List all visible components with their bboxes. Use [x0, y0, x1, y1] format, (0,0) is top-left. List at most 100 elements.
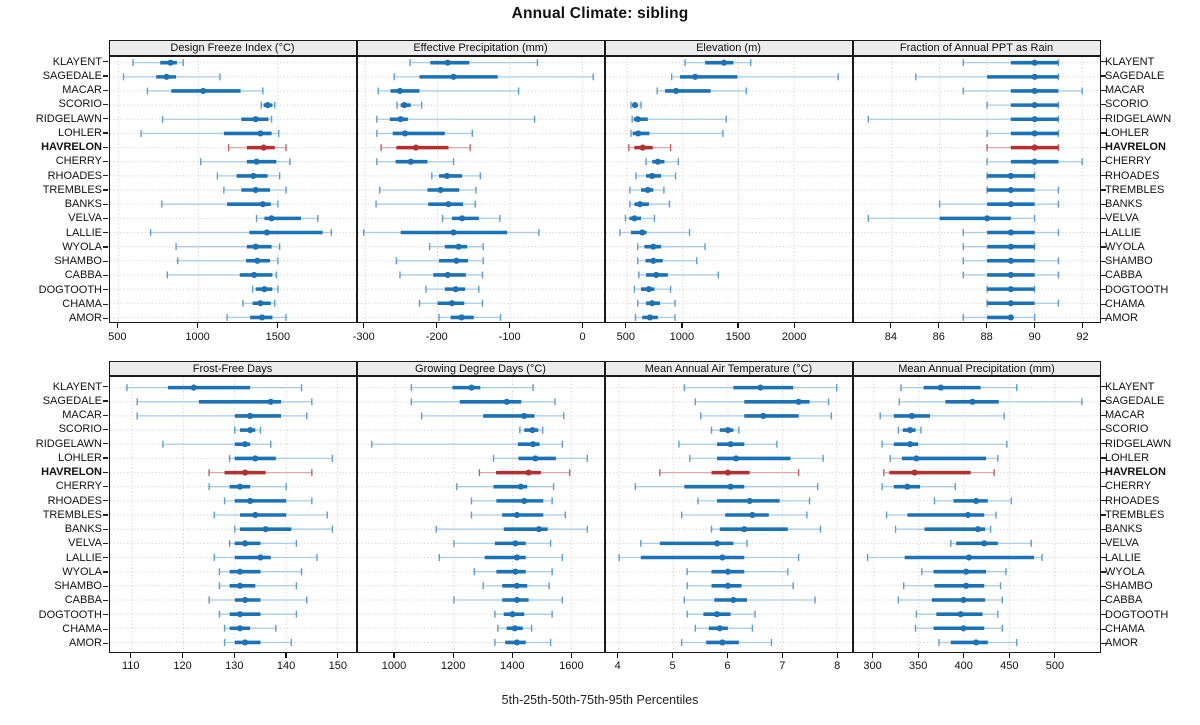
station-label-left-lallie: LALLIE [65, 551, 102, 564]
percentile-series-amor [225, 313, 287, 321]
median-dot [724, 568, 731, 575]
row-tick-right [1100, 571, 1106, 573]
x-tick [681, 323, 683, 328]
station-label-left-macar: MACAR [62, 84, 102, 97]
percentile-series-ridgelawn [161, 440, 271, 448]
x-tick [986, 323, 988, 328]
median-dot [520, 412, 527, 419]
median-dot [1007, 271, 1014, 279]
station-label-right-scorio: SCORIO [1105, 98, 1149, 111]
percentile-series-havrelon [207, 469, 313, 477]
x-tick [582, 323, 584, 328]
panel-svg-growing-degree-days [357, 377, 604, 652]
percentile-series-lohler [688, 454, 824, 462]
percentile-series-cabba [897, 596, 1003, 604]
median-dot [911, 469, 918, 476]
percentile-series-wyola [473, 568, 553, 576]
station-label-right-dogtooth: DOGTOOTH [1105, 283, 1169, 296]
median-dot [455, 243, 462, 250]
row-tick-left [103, 189, 109, 191]
percentile-series-wyola [218, 568, 302, 576]
percentile-series-banks [374, 200, 476, 208]
percentile-series-lohler [985, 129, 1059, 137]
row-tick-right [1100, 61, 1106, 63]
percentile-series-scorio [518, 426, 543, 434]
station-label-right-cabba: CABBA [1105, 594, 1143, 607]
row-tick-left [103, 246, 109, 248]
station-label-left-ridgelawn: RIDGELAWN [35, 112, 102, 125]
percentile-series-sagedale [410, 398, 556, 406]
x-tick-label: 350 [908, 660, 928, 672]
row-tick-right [1100, 600, 1106, 602]
median-dot [649, 243, 656, 250]
station-label-right-klayent: KLAYENT [1105, 55, 1155, 68]
percentile-series-dogtooth [915, 610, 999, 618]
median-dot [513, 511, 520, 519]
x-tick [836, 653, 838, 658]
row-tick-right [1100, 203, 1106, 205]
percentile-series-amor [937, 638, 1017, 646]
percentile-series-cherry [644, 158, 679, 166]
percentile-series-rhoades [470, 497, 553, 505]
median-dot [520, 497, 527, 504]
median-dot [638, 229, 645, 236]
percentile-series-chama [914, 624, 1003, 632]
percentile-series-sagedale [914, 73, 1059, 81]
row-tick-left [103, 414, 109, 416]
x-tick-label: 1200 [440, 660, 466, 672]
station-label-left-cherry: CHERRY [55, 155, 102, 168]
row-tick-right [1100, 557, 1106, 559]
station-label-left-klayent: KLAYENT [52, 55, 102, 68]
percentile-series-banks [160, 200, 279, 208]
station-label-right-velva: VELVA [1105, 537, 1139, 550]
percentile-series-trembles [222, 186, 287, 194]
percentile-series-lohler [228, 454, 333, 462]
x-tick-label: 6 [724, 660, 731, 672]
percentile-series-dogtooth [633, 285, 671, 293]
station-label-right-lohler: LOHLER [1105, 126, 1150, 139]
row-tick-left [103, 628, 109, 630]
station-label-right-banks: BANKS [1105, 523, 1143, 536]
percentile-series-velva [255, 214, 319, 222]
median-dot [1007, 243, 1014, 250]
row-tick-right [1100, 457, 1106, 459]
median-dot [713, 540, 720, 547]
median-dot [908, 412, 915, 419]
percentile-series-klayent [683, 384, 837, 392]
station-label-right-chama: CHAMA [1105, 297, 1145, 310]
percentile-series-amor [634, 313, 676, 321]
percentile-series-macar [420, 412, 565, 420]
percentile-series-wyola [636, 243, 706, 251]
percentile-series-cherry [455, 483, 554, 491]
percentile-series-macar [655, 87, 747, 95]
percentile-series-cherry [375, 158, 454, 166]
x-tick-label: 1600 [559, 660, 584, 672]
percentile-series-dogtooth [218, 610, 297, 618]
station-label-right-shambo: SHAMBO [1105, 255, 1153, 268]
percentile-series-wyola [174, 243, 280, 251]
percentile-series-sagedale [135, 398, 313, 406]
row-tick-left [103, 203, 109, 205]
x-tick [726, 653, 728, 658]
station-label-right-ridgelawn: RIDGELAWN [1105, 112, 1172, 125]
percentile-series-cherry [985, 158, 1083, 166]
median-dot [436, 186, 444, 194]
station-label-right-trembles: TREMBLES [1105, 183, 1165, 196]
row-tick-right [1100, 386, 1106, 388]
station-label-right-amor: AMOR [1105, 637, 1138, 650]
station-label-right-ridgelawn: RIDGELAWN [1105, 437, 1172, 450]
median-dot [644, 186, 651, 194]
percentile-series-shambo [218, 582, 297, 590]
panel-strip-growing-degree-days: Growing Degree Days (°C) [356, 361, 605, 376]
row-tick-left [103, 89, 109, 91]
panel-effective-precipitation [356, 56, 605, 323]
row-tick-right [1100, 132, 1106, 134]
median-dot [513, 596, 520, 604]
x-tick [737, 323, 739, 328]
percentile-series-chama [694, 624, 753, 632]
percentile-series-sagedale [122, 73, 221, 81]
percentile-series-ridgelawn [677, 440, 778, 448]
station-label-left-macar: MACAR [62, 409, 102, 422]
row-tick-left [103, 103, 109, 106]
